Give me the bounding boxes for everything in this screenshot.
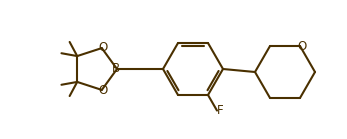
Text: O: O: [98, 41, 108, 54]
Text: F: F: [217, 104, 223, 117]
Text: O: O: [297, 39, 307, 53]
Text: B: B: [112, 63, 120, 75]
Text: O: O: [98, 84, 108, 97]
